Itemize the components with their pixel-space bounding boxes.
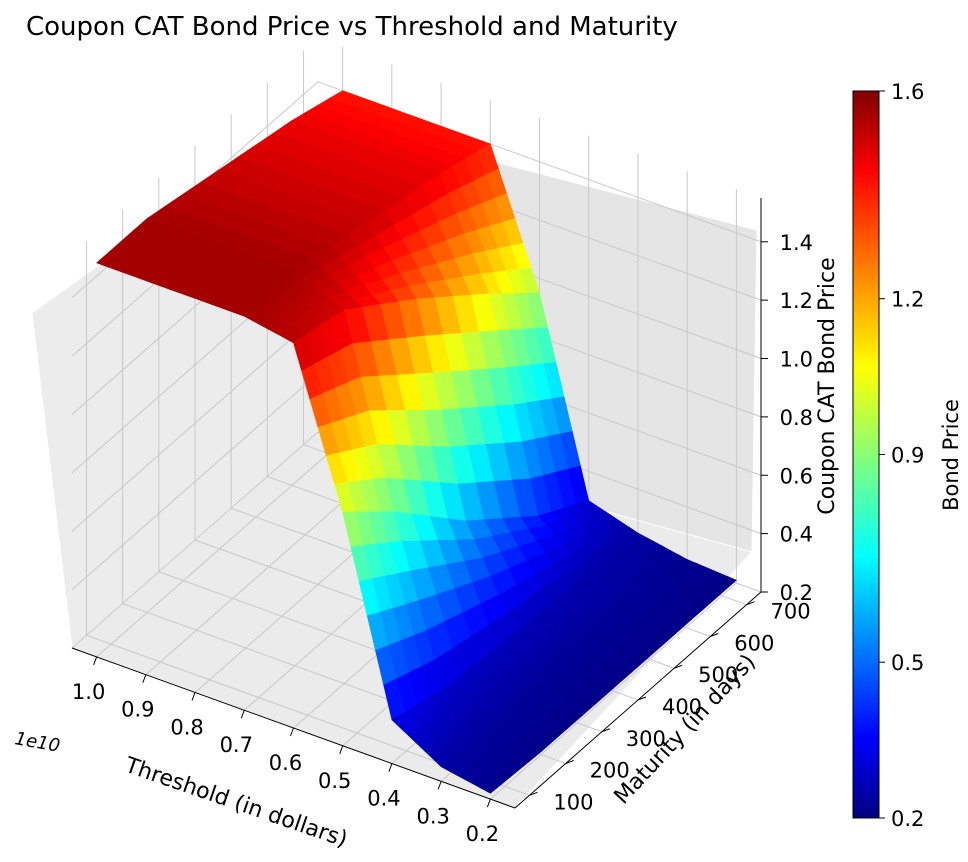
colorbar-tick-label: 0.5 (891, 651, 924, 675)
colorbar: 0.2 0.5 0.9 1.2 1.6 Bond Price (852, 80, 963, 831)
x-tick (93, 656, 98, 666)
z-tick-label: 0.6 (780, 464, 813, 488)
y-tick-label: 200 (590, 759, 630, 783)
colorbar-tick-label: 0.2 (891, 807, 924, 831)
y-tick (710, 633, 719, 637)
z-tick-label: 1.2 (780, 289, 813, 313)
x-tick (191, 692, 196, 701)
y-tick (637, 696, 647, 701)
z-tick-label: 1.4 (780, 231, 813, 255)
colorbar-tick-label: 1.6 (891, 80, 924, 104)
x-offset-label: 1e10 (13, 728, 61, 757)
x-tick (240, 710, 245, 719)
x-tick (142, 674, 147, 683)
z-tick-label: 0.2 (780, 581, 813, 605)
z-axis-label: Coupon CAT Bond Price (815, 257, 840, 514)
y-tick-label: 500 (698, 663, 738, 687)
chart-title: Coupon CAT Bond Price vs Threshold and M… (26, 12, 678, 42)
colorbar-tick-label: 1.2 (891, 288, 924, 312)
colorbar-scale (852, 90, 880, 819)
surface-patch (481, 778, 504, 794)
y-tick-label: 600 (734, 631, 774, 655)
x-tick-label: 0.9 (121, 698, 154, 722)
y-tick-label: 100 (553, 790, 593, 814)
bond-price-surface (96, 90, 737, 794)
x-axis-label: Threshold (in dollars) (121, 753, 351, 853)
y-tick-label: 400 (662, 695, 702, 719)
z-tick-label: 0.4 (780, 523, 813, 547)
x-tick (290, 727, 294, 737)
z-tick-label: 0.8 (780, 406, 813, 430)
x-tick-label: 0.6 (269, 751, 302, 775)
y-tick (674, 664, 683, 669)
x-tick (437, 781, 442, 790)
x-tick-label: 1.0 (72, 680, 105, 704)
colorbar-label: Bond Price (939, 399, 963, 511)
x-tick-label: 0.8 (170, 715, 203, 739)
x-tick-label: 0.4 (367, 787, 400, 811)
y-tick-label: 300 (626, 727, 666, 751)
x-tick-label: 0.3 (416, 804, 449, 828)
x-tick (339, 745, 344, 754)
y-tick (565, 760, 574, 764)
y-tick-label: 700 (770, 600, 810, 624)
y-tick (746, 601, 755, 606)
colorbar-tick-label: 0.9 (891, 444, 924, 468)
x-tick-label: 0.2 (466, 822, 499, 846)
x-tick (486, 798, 491, 808)
x-tick (388, 763, 393, 772)
x-tick-label: 0.5 (318, 769, 351, 793)
y-tick (529, 791, 538, 796)
y-tick (601, 728, 610, 733)
x-tick-label: 0.7 (220, 733, 253, 757)
z-tick-label: 1.0 (780, 348, 813, 372)
